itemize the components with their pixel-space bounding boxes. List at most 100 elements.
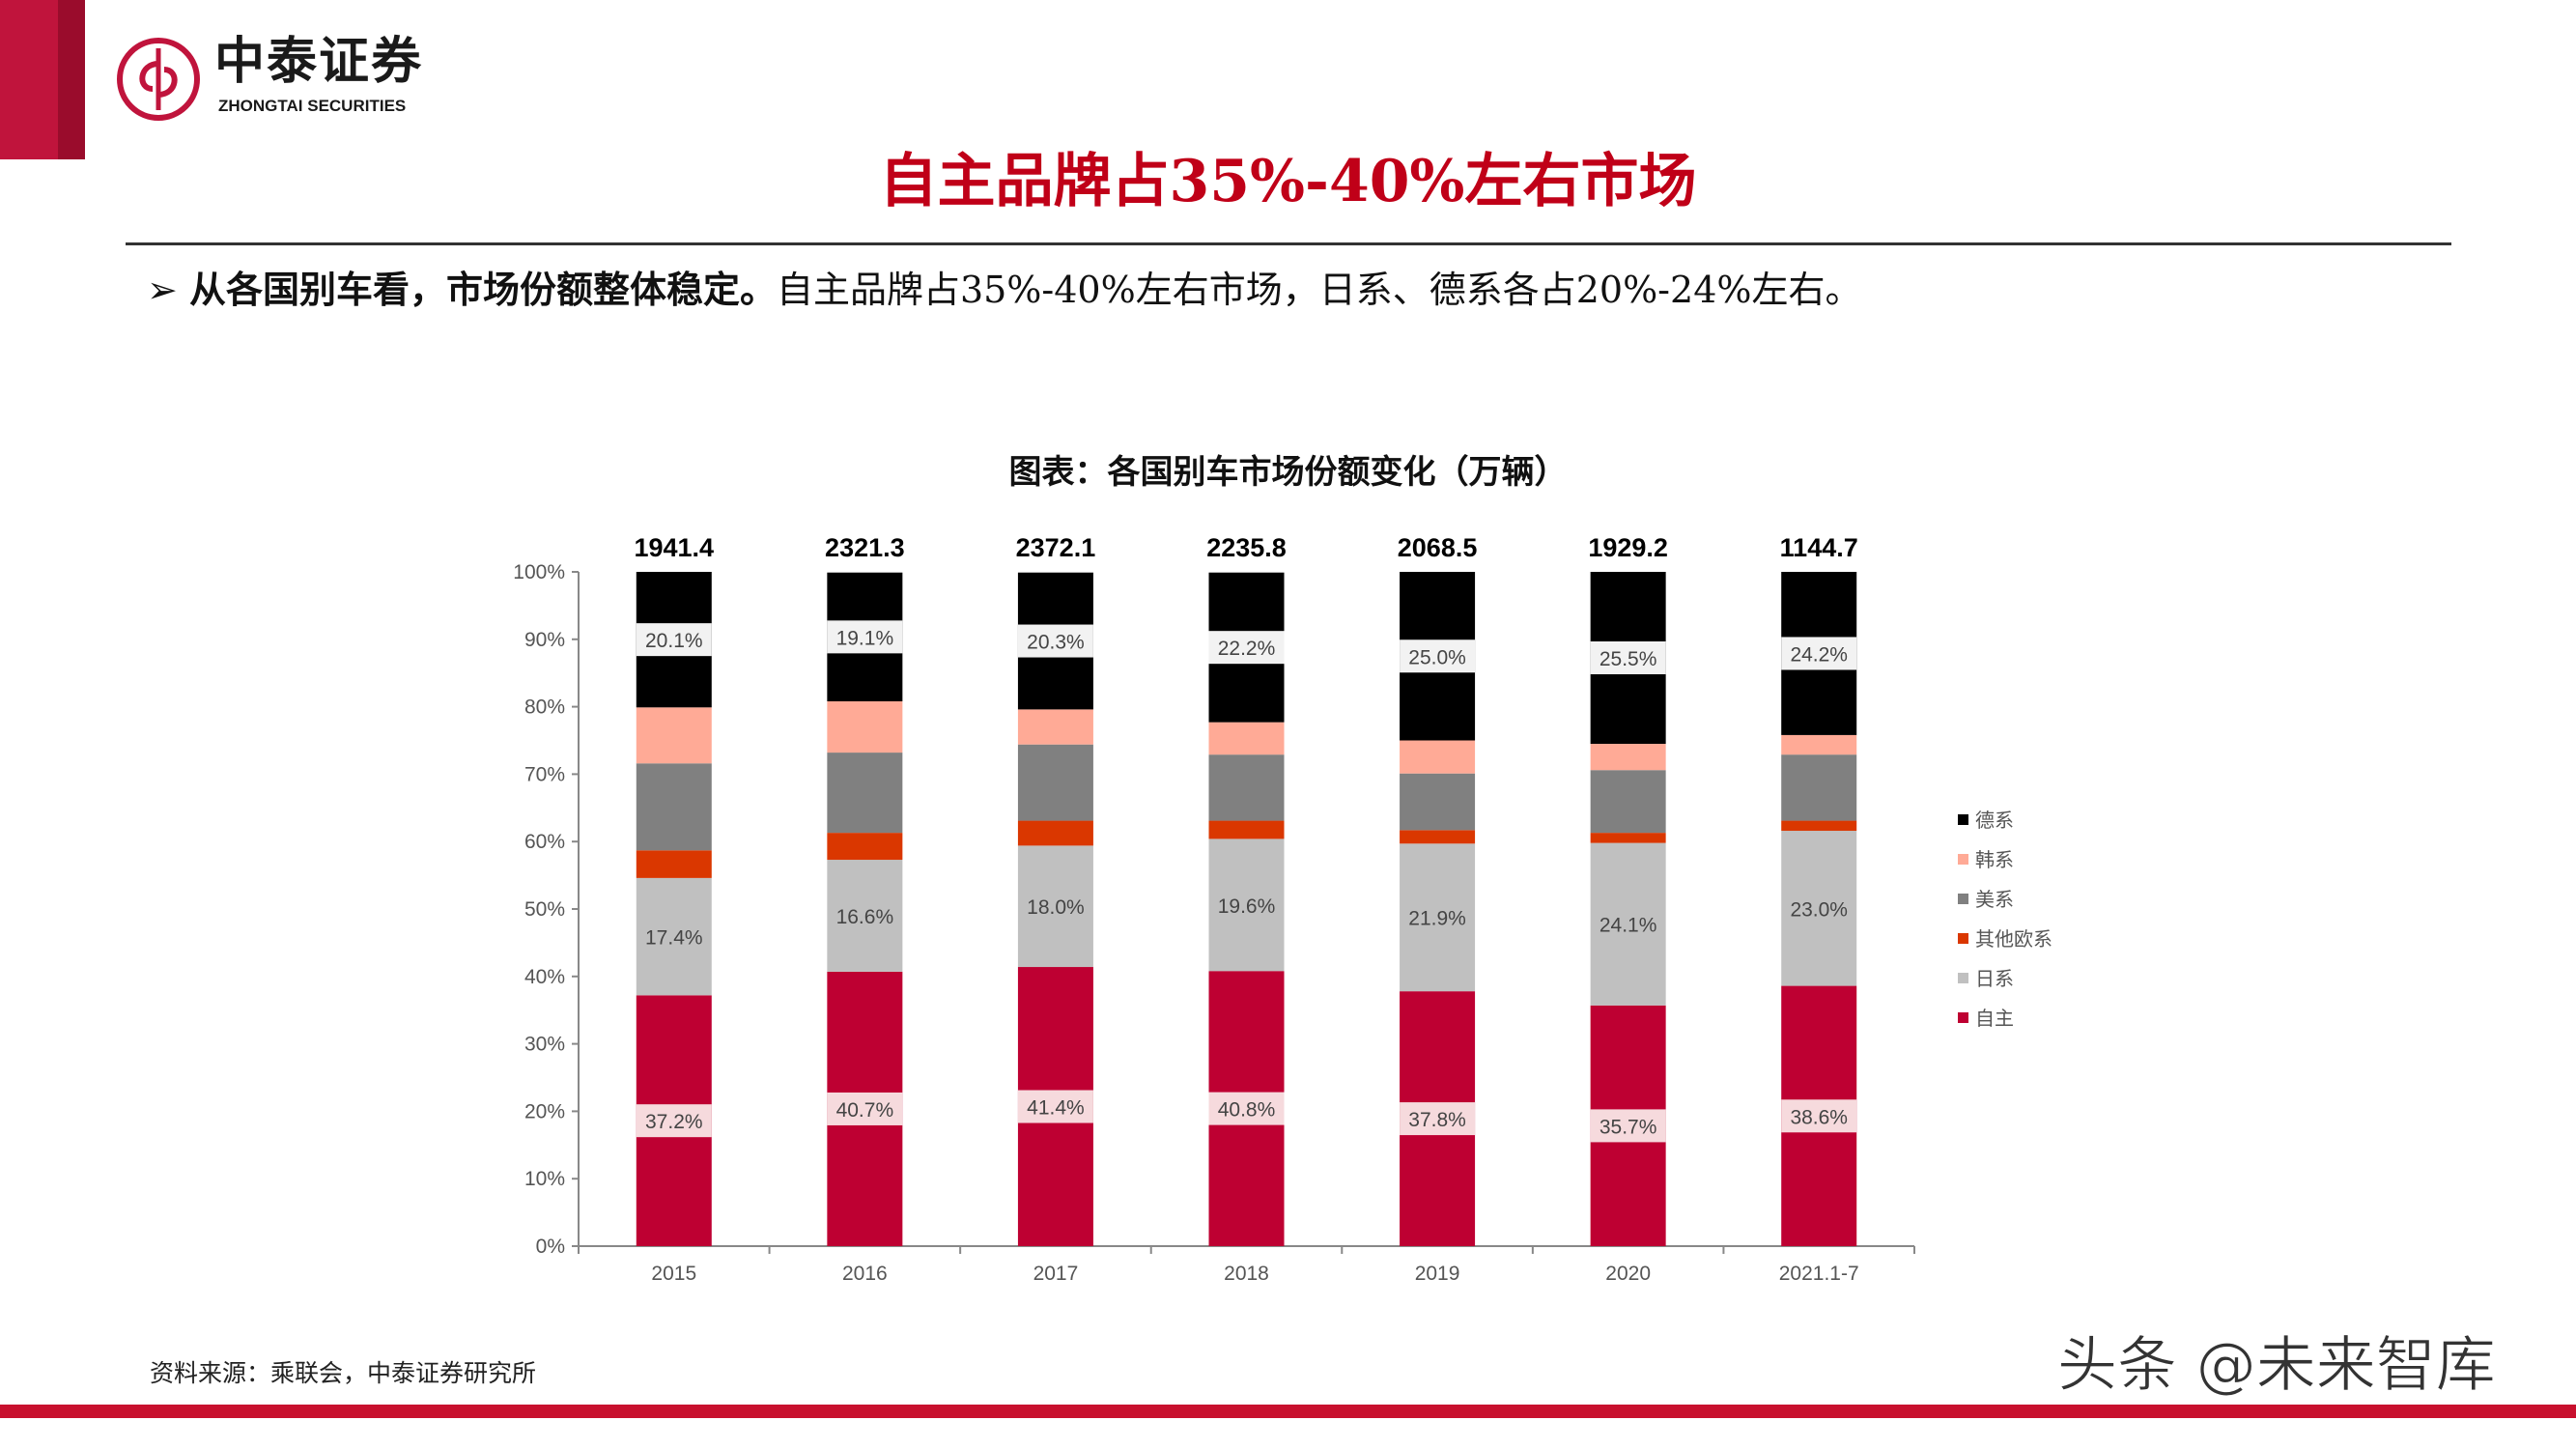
zhongtai-logo-icon — [117, 38, 200, 121]
y-tick-label: 90% — [524, 629, 565, 651]
logo-text-cn: 中泰证券 — [214, 33, 424, 91]
data-label: 22.2% — [1218, 638, 1276, 660]
total-label: 1144.7 — [1780, 533, 1858, 562]
bar-segment-日系 — [1590, 842, 1666, 1006]
legend-label: 其他欧系 — [1975, 928, 2052, 951]
legend-label: 韩系 — [1975, 849, 2014, 871]
data-label: 20.1% — [645, 630, 703, 652]
source-note: 资料来源：乘联会，中泰证券研究所 — [150, 1359, 537, 1387]
bar-segment-日系 — [636, 877, 712, 996]
data-label-bg — [636, 623, 712, 657]
side-accent-bar — [0, 0, 58, 159]
bar-segment-韩系 — [1400, 740, 1476, 774]
data-label: 19.1% — [836, 627, 894, 649]
total-label: 2372.1 — [1016, 533, 1096, 562]
x-tick-label: 2021.1-7 — [1779, 1263, 1859, 1285]
bar-segment-美系 — [1781, 754, 1857, 821]
page-title: 自主品牌占35%-40%左右市场 — [879, 148, 1697, 215]
bar-segment-韩系 — [1781, 734, 1857, 755]
legend-swatch — [1958, 854, 1968, 865]
x-tick-label: 2016 — [842, 1263, 888, 1285]
y-tick-label: 50% — [524, 898, 565, 921]
data-label-bg — [1017, 1090, 1093, 1123]
bar-segment-美系 — [1208, 754, 1285, 821]
bar-segment-日系 — [1400, 843, 1476, 992]
bottom-bar — [0, 1405, 2576, 1418]
data-label: 37.8% — [1408, 1109, 1466, 1131]
logo-text-en: ZHONGTAI SECURITIES — [218, 97, 407, 115]
y-tick-label: 10% — [524, 1168, 565, 1190]
data-label: 25.0% — [1408, 646, 1466, 668]
data-label-bg — [827, 1092, 903, 1125]
legend-swatch — [1958, 1012, 1968, 1023]
bullet-text: 自主品牌占35%-40%左右市场，日系、德系各占20%-24%左右。 — [776, 269, 1862, 311]
data-label-bg — [1208, 631, 1285, 665]
bullet-arrow-icon: ➢ — [147, 269, 178, 311]
bar-segment-美系 — [1590, 770, 1666, 834]
stacked-bar-chart: 0% 10% 20% 30% 40% 50% 60% 70% 80% 90% 100% 2015 194… — [513, 533, 2052, 1285]
bar-segment-韩系 — [827, 701, 903, 753]
data-label-bg — [1400, 639, 1476, 673]
bar-segment-其他欧系 — [1781, 820, 1857, 832]
data-label-bg — [1017, 624, 1093, 658]
legend-label: 美系 — [1975, 889, 2014, 911]
total-label: 1941.4 — [634, 533, 714, 562]
legend-label: 自主 — [1975, 1008, 2014, 1030]
y-tick-label: 100% — [513, 561, 565, 583]
bar-segment-韩系 — [1017, 709, 1093, 745]
y-tick-label: 40% — [524, 966, 565, 988]
bar-segment-日系 — [1781, 831, 1857, 986]
x-tick-label: 2017 — [1033, 1263, 1079, 1285]
data-label-bg — [1208, 1092, 1285, 1125]
total-label: 2235.8 — [1206, 533, 1287, 562]
data-label-bg — [1590, 1109, 1666, 1143]
y-tick-label: 0% — [536, 1236, 565, 1258]
total-label: 1929.2 — [1588, 533, 1668, 562]
data-label-bg — [1781, 637, 1857, 670]
data-label: 38.6% — [1790, 1106, 1848, 1128]
y-tick-label: 20% — [524, 1100, 565, 1122]
x-tick-label: 2020 — [1605, 1263, 1651, 1285]
data-label: 16.6% — [836, 906, 894, 928]
total-label: 2068.5 — [1398, 533, 1478, 562]
data-label: 20.3% — [1027, 632, 1085, 654]
data-label: 21.9% — [1408, 908, 1466, 930]
total-label: 2321.3 — [825, 533, 905, 562]
bar-segment-韩系 — [636, 707, 712, 764]
legend-swatch — [1958, 933, 1968, 944]
bar-segment-美系 — [1017, 744, 1093, 821]
chart-title: 图表：各国别车市场份额变化（万辆） — [1008, 453, 1568, 492]
data-label-bg — [1400, 1102, 1476, 1136]
bar-segment-韩系 — [1208, 722, 1285, 755]
y-tick-label: 30% — [524, 1034, 565, 1056]
bar-segment-其他欧系 — [1208, 820, 1285, 839]
legend-swatch — [1958, 973, 1968, 983]
bar-segment-其他欧系 — [1590, 833, 1666, 843]
bar-segment-美系 — [636, 763, 712, 851]
title-divider — [126, 242, 2451, 245]
data-label-bg — [827, 620, 903, 654]
bar-segment-其他欧系 — [827, 833, 903, 861]
x-tick-label: 2015 — [651, 1263, 696, 1285]
y-tick-label: 60% — [524, 831, 565, 853]
side-accent-bar-dark — [58, 0, 85, 159]
data-label: 25.5% — [1599, 648, 1657, 670]
data-label: 19.6% — [1218, 895, 1276, 918]
data-label: 17.4% — [645, 927, 703, 950]
watermark: 头条 @未来智库 — [2057, 1329, 2497, 1400]
y-tick-label: 80% — [524, 696, 565, 719]
data-label: 23.0% — [1790, 898, 1848, 921]
data-label-bg — [1781, 1099, 1857, 1133]
x-tick-label: 2018 — [1224, 1263, 1269, 1285]
bar-segment-日系 — [1017, 845, 1093, 968]
legend-swatch — [1958, 814, 1968, 825]
data-label: 18.0% — [1027, 896, 1085, 919]
bar-segment-日系 — [1208, 838, 1285, 972]
data-label: 40.8% — [1218, 1099, 1276, 1122]
bullet-bold-text: 从各国别车看，市场份额整体稳定。 — [188, 268, 777, 311]
legend-label: 德系 — [1975, 810, 2014, 832]
bar-segment-日系 — [827, 860, 903, 972]
data-label: 40.7% — [836, 1099, 894, 1122]
bar-segment-其他欧系 — [1400, 830, 1476, 844]
